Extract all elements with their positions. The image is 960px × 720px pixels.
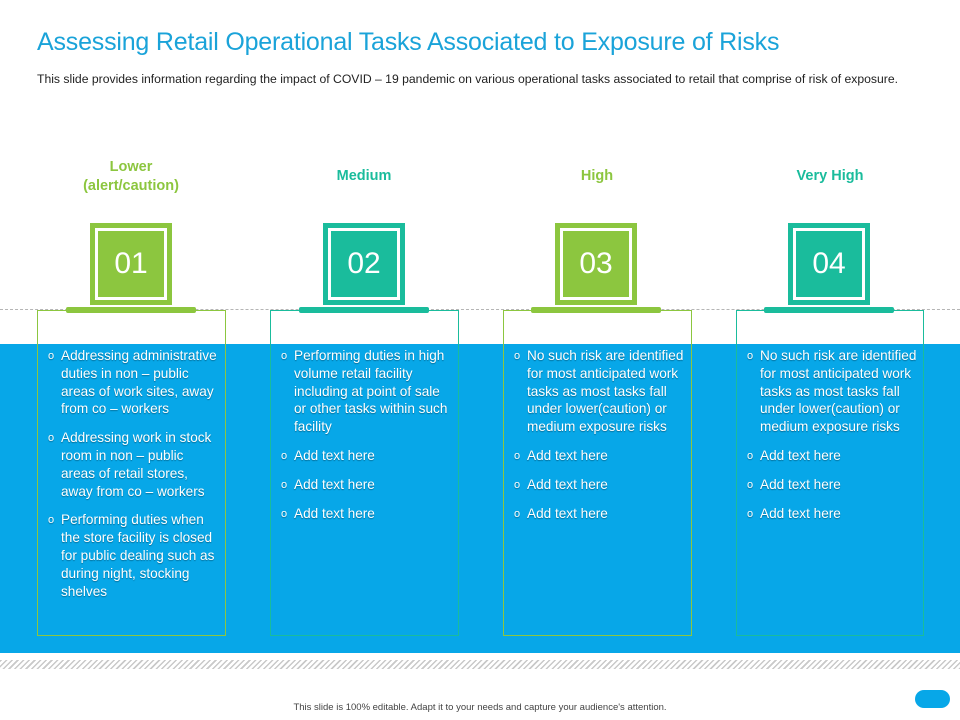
- task-list: o No such risk are identified for most an…: [747, 347, 917, 533]
- monitor-04: 04: [788, 223, 870, 305]
- list-item: o Performing duties when the store facili…: [48, 512, 215, 599]
- bullet-icon: o: [48, 432, 55, 445]
- level-label-high: High: [502, 167, 692, 186]
- slide-title: Assessing Retail Operational Tasks Assoc…: [37, 28, 780, 56]
- list-item: o Addressing administrative duties in non…: [48, 348, 217, 417]
- nav-pill-button[interactable]: [915, 690, 950, 708]
- bullet-icon: o: [48, 350, 55, 362]
- level-label-very-high: Very High: [735, 167, 925, 186]
- monitor-number: 02: [328, 228, 400, 300]
- level-label-line1: High: [580, 168, 614, 184]
- bullet-icon: o: [747, 350, 754, 362]
- list-item: o Add text here: [514, 447, 685, 465]
- list-item: o Addressing work in stock room in non –…: [48, 430, 212, 499]
- level-label-medium: Medium: [269, 167, 459, 186]
- column-box-medium: o Performing duties in high volume retail…: [270, 310, 459, 636]
- list-item: o Add text here: [747, 476, 917, 494]
- monitor-number: 04: [793, 228, 865, 300]
- bullet-icon: o: [747, 507, 754, 520]
- list-item: o Add text here: [514, 505, 685, 523]
- blue-band: [0, 344, 960, 653]
- decorative-stripe: [0, 660, 960, 669]
- list-item: o Performing duties in high volume retail…: [281, 348, 448, 435]
- column-box-high: o No such risk are identified for most an…: [503, 310, 692, 636]
- dashed-divider: [0, 309, 960, 310]
- level-label-line1: Very High: [796, 168, 864, 184]
- level-label-lower: Lower (alert/caution): [36, 158, 226, 196]
- list-item: o Add text here: [281, 505, 452, 523]
- bullet-icon: o: [514, 350, 521, 362]
- task-list: o Performing duties in high volume retail…: [281, 347, 452, 533]
- list-item: o No such risk are identified for most an…: [747, 348, 917, 435]
- footer-note: This slide is 100% editable. Adapt it to…: [293, 702, 667, 713]
- bullet-icon: o: [747, 478, 754, 491]
- list-item: o Add text here: [281, 476, 452, 494]
- list-item: o Add text here: [747, 447, 917, 465]
- bullet-icon: o: [281, 507, 288, 520]
- column-box-lower: o Addressing administrative duties in non…: [37, 310, 226, 636]
- bullet-icon: o: [514, 449, 521, 462]
- list-item: o Add text here: [281, 447, 452, 465]
- slide-subtitle: This slide provides information regardin…: [37, 72, 898, 86]
- task-list: o No such risk are identified for most an…: [514, 347, 685, 533]
- level-label-line1: Medium: [336, 168, 392, 184]
- bullet-icon: o: [514, 478, 521, 491]
- list-item: o Add text here: [514, 476, 685, 494]
- bullet-icon: o: [281, 449, 288, 462]
- level-label-line2: (alert/caution): [83, 178, 179, 194]
- bullet-icon: o: [747, 449, 754, 462]
- bullet-icon: o: [281, 478, 288, 491]
- level-label-line1: Lower: [109, 159, 153, 175]
- bullet-icon: o: [514, 507, 521, 520]
- monitor-03: 03: [555, 223, 637, 305]
- task-list: o Addressing administrative duties in non…: [48, 347, 219, 611]
- monitor-number: 01: [95, 228, 167, 300]
- column-box-very-high: o No such risk are identified for most an…: [736, 310, 924, 636]
- bullet-icon: o: [281, 350, 288, 362]
- monitor-02: 02: [323, 223, 405, 305]
- list-item: o Add text here: [747, 505, 917, 523]
- monitor-01: 01: [90, 223, 172, 305]
- list-item: o No such risk are identified for most an…: [514, 348, 684, 435]
- monitor-number: 03: [560, 228, 632, 300]
- bullet-icon: o: [48, 514, 55, 527]
